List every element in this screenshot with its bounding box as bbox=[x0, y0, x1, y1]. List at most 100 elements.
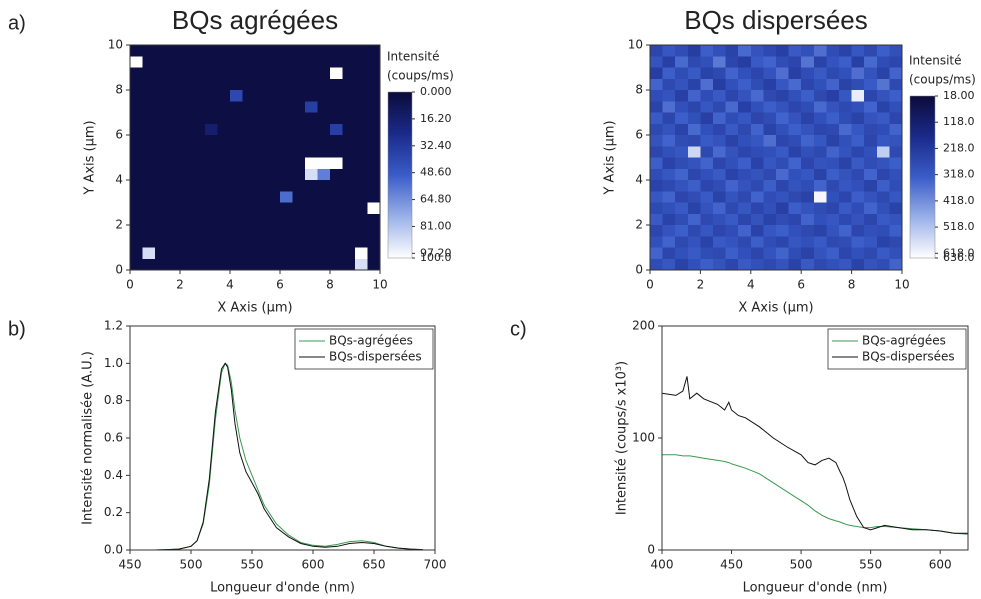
heatmap-cell bbox=[330, 213, 343, 226]
heatmap-cell bbox=[242, 258, 256, 271]
heatmap-cell bbox=[826, 123, 840, 136]
heatmap-cell bbox=[725, 135, 739, 147]
heatmap-cell bbox=[180, 258, 193, 271]
colorbar-tick-label: 0.000 bbox=[420, 85, 452, 98]
heatmap-cell bbox=[700, 78, 714, 91]
heatmap-cell bbox=[750, 258, 764, 271]
heatmap-cell bbox=[876, 112, 890, 125]
x-tick-label: 550 bbox=[241, 558, 264, 572]
heatmap-cell bbox=[355, 202, 368, 215]
heatmap-cell bbox=[267, 90, 281, 102]
heatmap-cell bbox=[342, 168, 356, 181]
heatmap-cell bbox=[776, 157, 789, 170]
heatmap-cell bbox=[367, 168, 381, 181]
heatmap-cell bbox=[750, 191, 764, 203]
heatmap-cell bbox=[889, 45, 903, 57]
heatmap-cell bbox=[167, 191, 181, 203]
heatmap-cell bbox=[217, 123, 231, 136]
heatmap-cell bbox=[826, 56, 840, 68]
heatmap-cell bbox=[662, 67, 676, 80]
heatmap-cell bbox=[801, 202, 815, 215]
heatmap-cell bbox=[713, 101, 726, 113]
heatmap-cell bbox=[217, 135, 231, 147]
heatmap-cell bbox=[889, 101, 903, 113]
heatmap-cell bbox=[839, 225, 852, 237]
heatmap-cell bbox=[242, 135, 256, 147]
heatmap-cell bbox=[776, 56, 789, 68]
heatmap-cell bbox=[342, 135, 356, 147]
heatmap-cell bbox=[813, 67, 827, 80]
heatmap-cell bbox=[889, 112, 903, 125]
heatmap-cell bbox=[292, 112, 306, 125]
heatmap-cell bbox=[192, 180, 206, 192]
heatmap-cell bbox=[355, 112, 368, 125]
heatmap-cell bbox=[813, 146, 827, 158]
heatmap-cell bbox=[713, 78, 726, 91]
heatmap-cell bbox=[205, 168, 218, 181]
heatmap-cell bbox=[130, 180, 143, 192]
heatmap-cell bbox=[130, 123, 143, 136]
heatmap-cell bbox=[292, 180, 306, 192]
heatmap-cell bbox=[687, 123, 701, 136]
heatmap-cell bbox=[355, 146, 368, 158]
heatmap-cell bbox=[130, 90, 143, 102]
heatmap-cell bbox=[776, 213, 789, 226]
heatmap-cell bbox=[255, 191, 268, 203]
heatmap-cell bbox=[826, 191, 840, 203]
heatmap-cell bbox=[675, 67, 689, 80]
heatmap-cell bbox=[142, 101, 156, 113]
heatmap-cell bbox=[242, 101, 256, 113]
heatmap-cell bbox=[217, 180, 231, 192]
heatmap-cell bbox=[355, 168, 368, 181]
heatmap-cell bbox=[864, 67, 878, 80]
heatmap-cell bbox=[713, 146, 726, 158]
heatmap-cell bbox=[801, 146, 815, 158]
x-tick-label: 0 bbox=[126, 278, 134, 292]
heatmap-cell bbox=[367, 236, 381, 248]
heatmap-cell bbox=[367, 180, 381, 192]
panel-label: b) bbox=[8, 318, 26, 340]
heatmap-cell bbox=[242, 90, 256, 102]
heatmap-cell bbox=[864, 247, 878, 260]
heatmap-cell bbox=[155, 56, 168, 68]
heatmap-cell bbox=[839, 247, 852, 260]
heatmap-cell bbox=[788, 146, 802, 158]
heatmap-cell bbox=[864, 78, 878, 91]
heatmap-cell bbox=[317, 90, 331, 102]
heatmap-cell bbox=[130, 258, 143, 271]
heatmap-cell bbox=[205, 67, 218, 80]
y-tick-label: 0.6 bbox=[104, 431, 123, 445]
heatmap-cell bbox=[330, 78, 343, 91]
heatmap-cell bbox=[130, 78, 143, 91]
heatmap-cell bbox=[687, 45, 701, 57]
heatmap-cell bbox=[713, 258, 726, 271]
heatmap-cell bbox=[192, 247, 206, 260]
heatmap-cell bbox=[662, 112, 676, 125]
heatmap-cell bbox=[342, 56, 356, 68]
heatmap-cell bbox=[763, 168, 777, 181]
heatmap-cell bbox=[142, 202, 156, 215]
heatmap-cell bbox=[763, 236, 777, 248]
heatmap-cell bbox=[255, 213, 268, 226]
heatmap-cell bbox=[864, 146, 878, 158]
heatmap-cell bbox=[738, 236, 752, 248]
heatmap-cell bbox=[342, 247, 356, 260]
heatmap-cell bbox=[738, 168, 752, 181]
heatmap-cell bbox=[813, 135, 827, 147]
heatmap-cell bbox=[317, 101, 331, 113]
x-tick-label: 4 bbox=[747, 278, 755, 292]
heatmap-cell bbox=[725, 56, 739, 68]
heatmap-cell bbox=[130, 225, 143, 237]
heatmap-cell bbox=[851, 236, 865, 248]
heatmap-cell bbox=[876, 90, 890, 102]
heatmap-cell bbox=[826, 168, 840, 181]
heatmap-cell bbox=[851, 202, 865, 215]
y-tick-label: 2 bbox=[115, 218, 123, 232]
heatmap-cell bbox=[713, 45, 726, 57]
heatmap-cell bbox=[813, 258, 827, 271]
heatmap-cell bbox=[713, 236, 726, 248]
heatmap-cell bbox=[889, 191, 903, 203]
colorbar-tick-label: 636.0 bbox=[943, 251, 975, 264]
heatmap-cell bbox=[217, 45, 231, 57]
heatmap-cell bbox=[851, 45, 865, 57]
